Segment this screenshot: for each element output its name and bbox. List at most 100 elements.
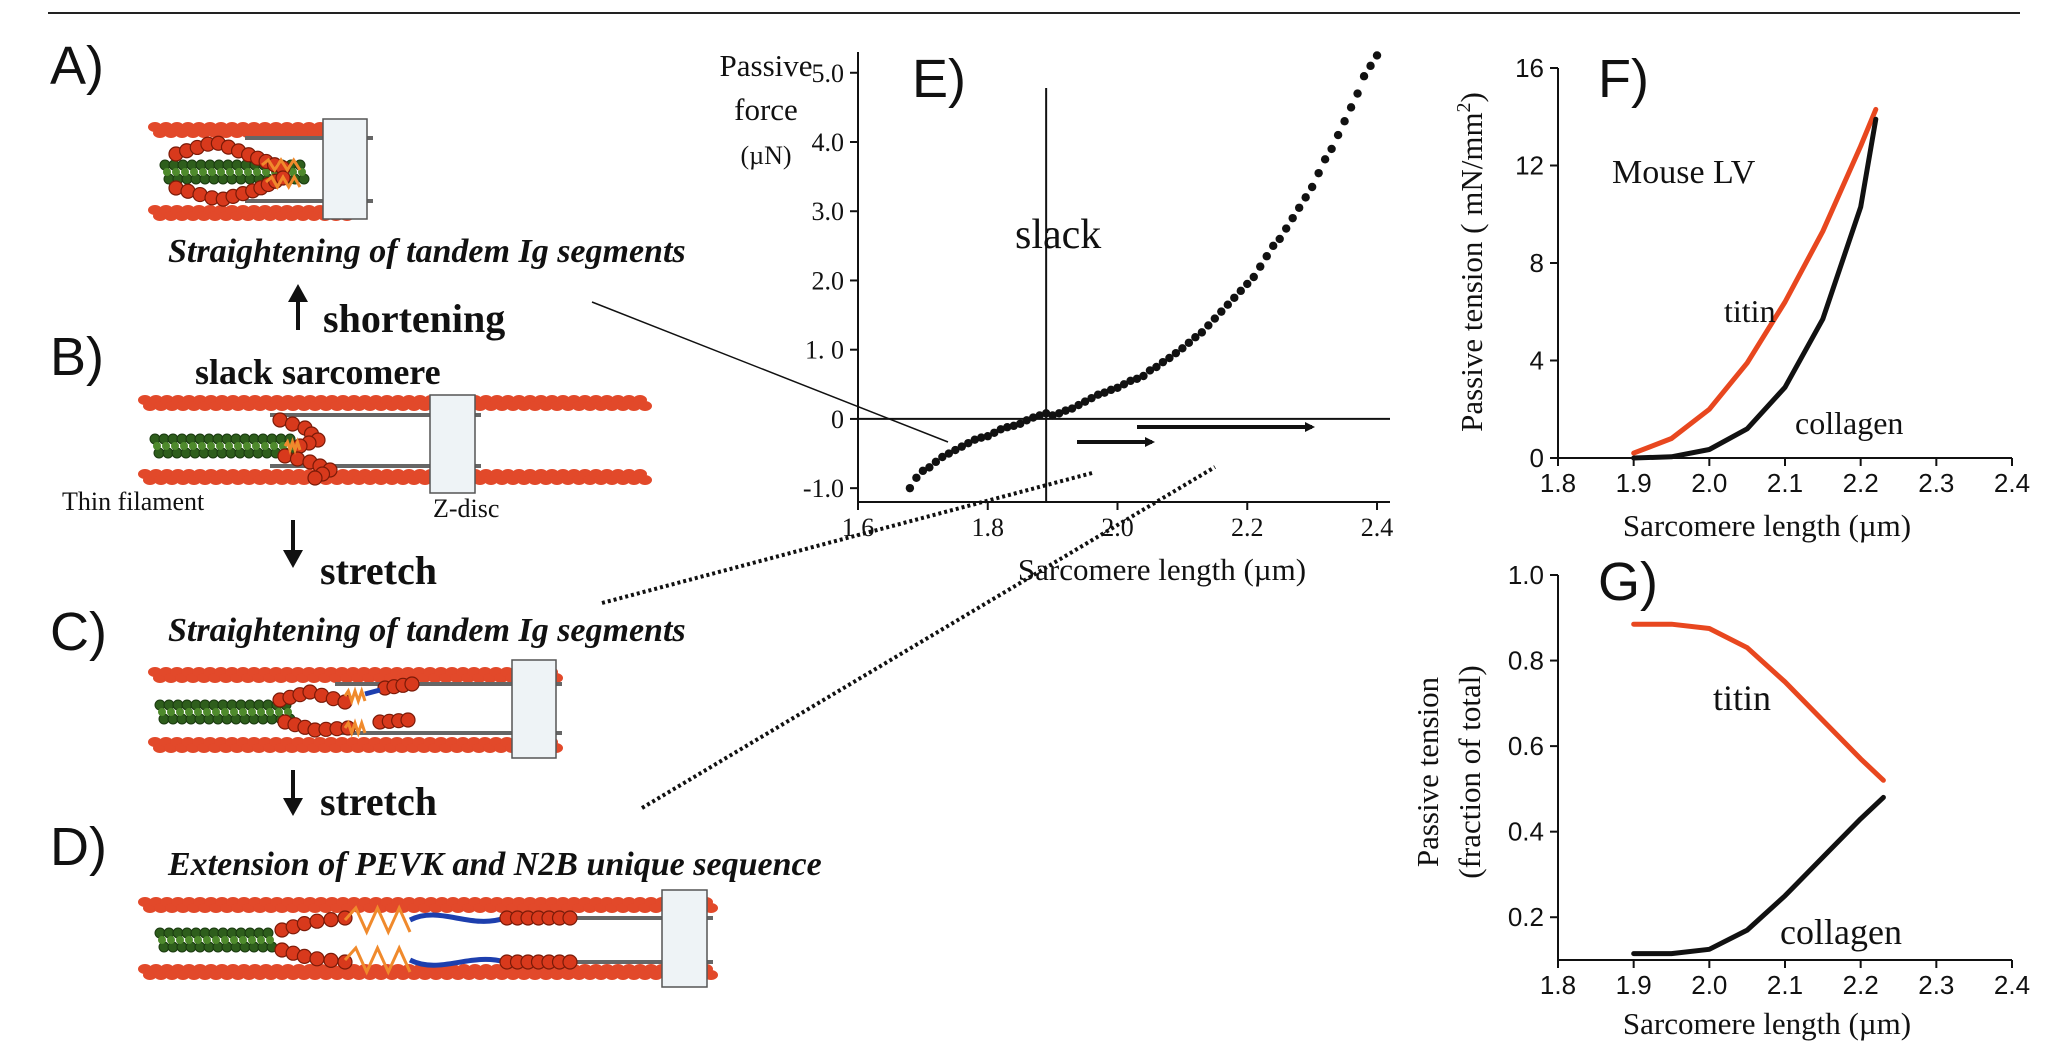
- panel-letter-d: D): [50, 817, 107, 877]
- chart-e-point: [1243, 279, 1252, 289]
- chart-e-point: [1041, 409, 1051, 418]
- chart-g-y-tick-label: 1.0: [1508, 560, 1544, 590]
- ig-domain: [309, 951, 325, 967]
- myosin-bead: [275, 708, 283, 716]
- chart-f-lines: [1631, 106, 1879, 461]
- caption-d: Extension of PEVK and N2B unique sequenc…: [167, 846, 822, 883]
- chart-e-point: [970, 435, 979, 444]
- chart-e-point: [1009, 421, 1018, 431]
- chart-e-point: [1353, 89, 1362, 98]
- chart-e-y-tick-label: 0: [831, 405, 844, 434]
- ig-domain: [284, 416, 301, 432]
- schematic-column: A) Straightening of tandem Ig segments s…: [50, 36, 822, 988]
- ig-domain: [323, 952, 339, 969]
- myosin-bead: [189, 442, 197, 450]
- chart-e-point: [1080, 397, 1090, 406]
- myosin-bead: [203, 708, 211, 716]
- myosin-bead: [203, 936, 211, 944]
- myosin-bead: [262, 168, 270, 176]
- chart-e: E) Passive force (µN) Sarcomere length (…: [720, 48, 1394, 587]
- chart-e-x-tick-label: 1.6: [842, 513, 875, 542]
- myosin-bead: [261, 442, 269, 450]
- myosin-bead: [216, 442, 224, 450]
- myosin-bead: [217, 168, 225, 176]
- chart-g-ticks: 1.8 1.9 2.0 2.1 2.2 2.3 2.4 0.2 0.4 0.6 0.8 1.0: [1508, 560, 2030, 1000]
- chart-e-ylabel-2: force: [734, 92, 798, 127]
- myosin-bead: [284, 708, 292, 716]
- chart-e-x-tick-label: 2.2: [1231, 513, 1264, 542]
- chart-e-point: [912, 473, 921, 482]
- chart-e-point: [1178, 344, 1187, 353]
- pevk-segment: [261, 157, 302, 173]
- chart-e-point: [1340, 117, 1349, 126]
- z-disc: [322, 118, 368, 220]
- myosin-bead: [252, 442, 260, 450]
- myosin-bead: [221, 936, 229, 944]
- chart-g-axes: [1557, 575, 2012, 961]
- myosin-bead: [158, 936, 166, 944]
- chart-e-point: [1288, 213, 1297, 223]
- chart-e-point: [957, 442, 967, 451]
- chart-f-y-tick-label: 16: [1515, 53, 1544, 83]
- chart-g: G) Passive tension (fraction of total) S…: [1410, 552, 2030, 1041]
- caption-c: Straightening of tandem Ig segments: [168, 612, 686, 649]
- myosin-bead: [243, 442, 251, 450]
- chart-e-point: [1327, 144, 1336, 154]
- sarcomere-b: [138, 394, 652, 494]
- chart-e-point: [1074, 400, 1083, 410]
- myosin-bead: [176, 936, 184, 944]
- myosin-bead: [212, 936, 220, 944]
- chart-f-ticks: 1.8 1.9 2.0 2.1 2.2 2.3 2.4 0 4 8 12 16: [1515, 53, 2030, 498]
- chart-e-point: [1366, 61, 1375, 71]
- sarcomere-a: [148, 118, 373, 221]
- chart-e-point: [1119, 380, 1129, 389]
- chart-e-point: [1223, 300, 1233, 309]
- myosin-bead: [212, 708, 220, 716]
- chart-e-ylabel-1: Passive: [720, 48, 813, 83]
- panel-letter-a: A): [50, 36, 104, 96]
- chart-g-y-tick-label: 0.8: [1508, 646, 1544, 676]
- myosin-bead: [239, 936, 247, 944]
- myosin-bead: [266, 708, 274, 716]
- ig-domain: [400, 712, 416, 728]
- chart-g-x-tick-label: 2.0: [1691, 970, 1727, 1000]
- chart-e-point: [1113, 383, 1122, 392]
- chart-e-point: [1061, 406, 1070, 415]
- pevk-segment: [343, 904, 412, 936]
- chart-e-point: [1067, 404, 1077, 413]
- z-disc: [511, 659, 557, 759]
- z-disc: [429, 394, 476, 494]
- chart-e-point: [944, 449, 954, 458]
- chart-e-point: [1197, 328, 1207, 337]
- myosin-bead: [194, 708, 202, 716]
- chart-e-point: [1022, 416, 1031, 425]
- myosin-bead: [248, 708, 256, 716]
- chart-f-x-tick-label: 2.4: [1994, 468, 2030, 498]
- myosin-bead: [244, 168, 252, 176]
- chart-e-point: [938, 452, 947, 462]
- chart-g-label-collagen: collagen: [1780, 912, 1902, 952]
- chart-g-ylabel-2: (fraction of total): [1452, 665, 1487, 878]
- ig-domain: [337, 954, 353, 970]
- chart-e-point: [1100, 388, 1109, 397]
- chart-g-y-tick-label: 0.2: [1508, 902, 1544, 932]
- chart-f-x-tick-label: 1.9: [1616, 468, 1652, 498]
- slack-sarcomere-title: slack sarcomere: [195, 352, 441, 392]
- arrow-down-icon: [283, 770, 303, 816]
- ig-domain: [272, 412, 288, 428]
- chart-e-point: [1126, 376, 1135, 386]
- chart-e-point: [1048, 411, 1057, 420]
- myosin-bead: [230, 708, 238, 716]
- chart-g-x-tick-label: 1.9: [1616, 970, 1652, 1000]
- actin-bead: [638, 401, 652, 411]
- chart-e-point: [1262, 252, 1271, 261]
- chart-e-y-tick-label: 2.0: [812, 266, 845, 295]
- ig-domain: [307, 470, 323, 486]
- chart-e-point: [1275, 234, 1284, 244]
- myosin-bead: [153, 442, 161, 450]
- myosin-bead: [253, 168, 261, 176]
- myosin-bead: [225, 442, 233, 450]
- chart-e-xlabel: Sarcomere length (µm): [1018, 552, 1306, 587]
- n2b-segment: [408, 956, 506, 968]
- myosin-bead: [167, 936, 175, 944]
